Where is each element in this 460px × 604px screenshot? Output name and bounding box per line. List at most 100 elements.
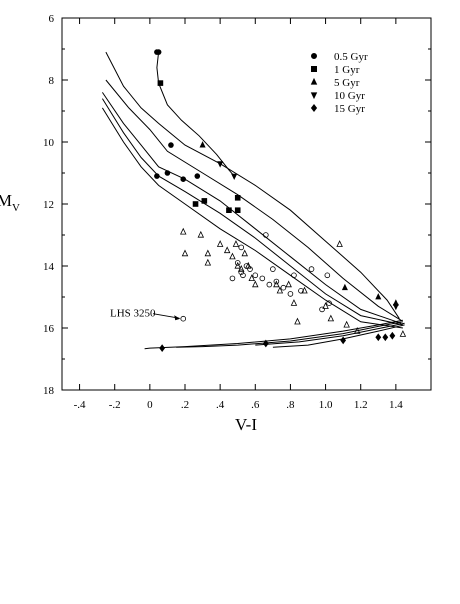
observed-circle-point [324,272,331,279]
observed-triangle-point [237,264,245,272]
observed-triangle-point [336,240,343,247]
model-point-square [234,207,241,214]
observed-triangle-point [290,299,298,306]
legend-marker-square [310,66,317,73]
annotation-label: LHS 3250 [110,308,156,320]
x-tick-labels: -.4 -.2 0 .2 .4 .6 .8 1.0 1.2 1.4 [74,399,404,411]
legend-marker-circle [310,53,317,60]
observed-circle-point [243,263,250,269]
observed-triangle-point [322,302,329,309]
y-tick-label: 6 [49,13,55,25]
lower-branch-curve-2 [255,322,405,346]
model-point-square [234,194,241,201]
observed-circle-point [252,272,259,279]
model-point-triangle-up [341,283,348,291]
model-point-square [226,207,232,214]
observed-triangle-point [276,286,284,294]
observed-circle-point [247,266,253,272]
observed-circle-point [270,266,276,272]
model-points [154,49,399,353]
model-point-triangle-down [217,161,224,168]
observed-triangle-point [248,274,256,282]
observed-circle-point [234,260,241,266]
y-axis-title-main: M [0,191,12,210]
x-tick-label: 0 [147,399,153,411]
isochrone-curves [101,51,405,350]
observed-triangle-point [353,326,361,334]
lower-branch-curve-1 [176,321,403,348]
observed-triangle-point [204,258,212,266]
x-tick-label: -.4 [74,399,86,411]
legend-marker-triangle-up [310,77,318,85]
observed-circle-point [238,244,245,251]
observed-circle-point [259,275,266,282]
observed-circle-point [319,306,325,313]
observed-circle-point [240,272,246,279]
observed-triangle-point [180,227,187,235]
observed-triangle-point [273,280,280,288]
legend-label: 1 Gyr [334,64,360,76]
observed-circle-point [180,315,187,322]
isochrone-curve-5 [101,107,403,329]
y-tick-label: 14 [43,261,55,273]
y-tick-labels: 6 8 10 12 14 16 18 [43,13,55,397]
isochrone-curve-4 [101,98,404,326]
model-point-triangle-down [392,303,399,311]
model-point-diamond [382,333,389,342]
model-point-circle [154,173,160,179]
observed-triangle-point [241,249,248,257]
legend-marker-triangle-down [310,92,318,100]
model-point-circle [180,176,187,183]
observed-triangle-point [232,240,240,247]
observed-circle-point [266,281,273,288]
x-tick-label: .4 [216,399,225,411]
model-point-square [201,198,208,204]
model-point-circle [194,173,201,179]
legend-marker-diamond [310,103,318,113]
observed-triangle-point [327,314,335,322]
model-point-circle [155,49,162,55]
isochrone-curve-0 [156,52,235,177]
isochrone-curve-2 [105,79,402,321]
observed-triangle-point [229,252,236,260]
observed-triangle-point [285,280,292,288]
observed-triangle-point [223,246,231,254]
y-tick-label: 18 [43,385,55,397]
model-point-diamond [340,336,347,345]
model-point-circle [164,170,171,176]
observed-triangle-point [216,240,224,247]
x-axis-title: V-I [235,415,257,434]
observed-circle-point [291,272,297,279]
model-point-circle [168,142,174,148]
observed-triangle-point [343,320,350,328]
annotation-arrow-head [174,315,181,321]
observed-triangle-point [204,249,212,257]
model-point-diamond [389,331,396,340]
model-point-triangle-up [199,141,206,148]
y-tick-label: 10 [43,137,55,149]
x-tick-label: .8 [286,399,295,411]
legend-label: 5 Gyr [334,77,360,89]
legend-label: 10 Gyr [334,90,365,102]
observed-circle-point [308,266,315,272]
isochrone-curve-3 [101,92,402,324]
x-tick-label: 1.4 [389,399,403,411]
model-point-diamond [262,339,269,348]
observed-circle-point [229,275,236,282]
y-tick-label: 16 [43,323,55,335]
model-point-triangle-up [375,293,382,300]
x-tick-label: 1.0 [319,399,333,411]
isochrone-curve-1 [105,51,400,319]
x-tick-label: .2 [181,399,189,411]
observed-triangle-point [234,261,241,269]
y-axis-title: MV [0,191,20,214]
model-point-diamond [375,333,382,342]
lower-branch-curve-0 [144,319,403,350]
observed-circle-point [326,300,332,307]
legend-label: 15 Gyr [334,103,365,115]
model-point-triangle-down [231,173,238,181]
observed-triangle-point [252,280,259,288]
observed-circle-point [273,278,280,285]
